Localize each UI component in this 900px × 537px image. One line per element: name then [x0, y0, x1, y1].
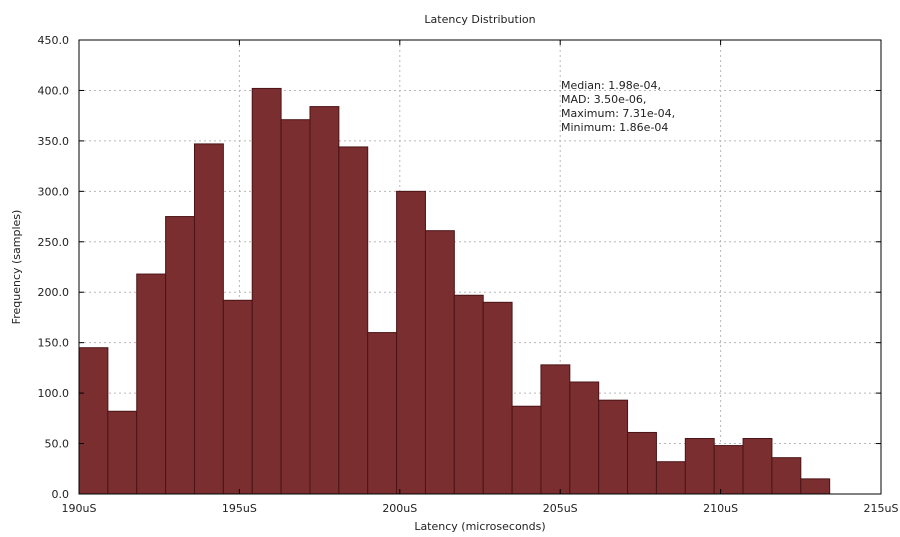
- chart-title: Latency Distribution: [424, 13, 535, 26]
- histogram-bar: [742, 438, 773, 495]
- histogram-bar: [569, 381, 600, 495]
- x-tick-label: 190uS: [62, 502, 97, 515]
- histogram-bar: [107, 410, 138, 495]
- histogram-bar: [396, 190, 426, 495]
- histogram-bar: [280, 119, 311, 495]
- annotation-mad: MAD: 3.50e-06,: [561, 93, 646, 106]
- annotation-minimum: Minimum: 1.86e-04: [561, 121, 668, 134]
- x-tick-label: 215uS: [864, 502, 899, 515]
- x-tick-label: 195uS: [222, 502, 257, 515]
- y-tick-label: 150.0: [38, 337, 70, 350]
- histogram-bar: [655, 461, 686, 495]
- histogram-bar: [424, 230, 455, 495]
- histogram-bar: [598, 399, 629, 495]
- histogram-bar: [771, 457, 802, 495]
- histogram-bar: [78, 347, 109, 495]
- histogram-bar: [713, 445, 744, 495]
- histogram-bars: [78, 87, 831, 495]
- histogram-bar: [800, 478, 831, 495]
- histogram-bar: [136, 273, 167, 495]
- y-tick-label: 350.0: [38, 135, 70, 148]
- y-tick-label: 450.0: [38, 34, 70, 47]
- x-axis-title: Latency (microseconds): [414, 520, 545, 533]
- annotation-median: Median: 1.98e-04,: [561, 79, 661, 92]
- histogram-bar: [627, 431, 657, 495]
- y-axis-title: Frequency (samples): [10, 210, 23, 325]
- histogram-bar: [540, 364, 571, 495]
- y-tick-label: 50.0: [45, 438, 70, 451]
- annotation-maximum: Maximum: 7.31e-04,: [561, 107, 675, 120]
- histogram-bar: [511, 405, 542, 495]
- x-tick-label: 200uS: [382, 502, 417, 515]
- histogram-bar: [453, 294, 484, 495]
- histogram-bar: [251, 87, 282, 495]
- plot-frame: [78, 39, 882, 495]
- axis-ticks: 0.0 50.0 100.0 150.0 200.0 250.0 300.0 350.0 400…: [38, 34, 899, 515]
- y-tick-label: 0.0: [52, 488, 70, 501]
- histogram-bar: [165, 216, 195, 495]
- histogram-bar: [309, 106, 340, 495]
- y-tick-label: 200.0: [38, 286, 70, 299]
- histogram-bar: [338, 146, 369, 495]
- histogram-bar: [367, 332, 398, 495]
- histogram-bar: [684, 438, 715, 495]
- x-tick-label: 210uS: [703, 502, 738, 515]
- stats-annotation: Median: 1.98e-04, MAD: 3.50e-06, Maximum…: [561, 79, 675, 134]
- y-tick-label: 300.0: [38, 185, 70, 198]
- x-tick-label: 205uS: [543, 502, 578, 515]
- y-tick-label: 100.0: [38, 387, 70, 400]
- histogram-bar: [482, 301, 513, 495]
- histogram-bar: [222, 299, 253, 495]
- y-tick-label: 250.0: [38, 236, 70, 249]
- y-tick-label: 400.0: [38, 84, 70, 97]
- histogram-bar: [193, 143, 224, 495]
